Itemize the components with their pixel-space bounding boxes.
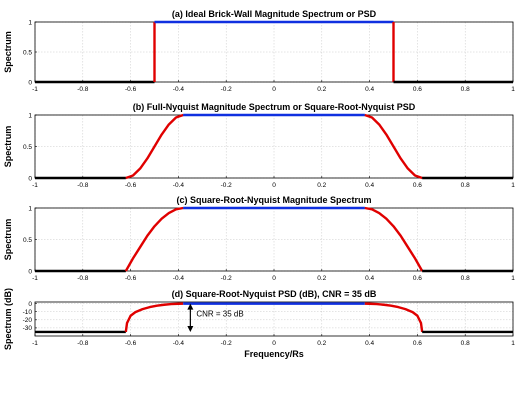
y-tick-label: 0.5: [23, 237, 32, 244]
series-line-2: [124, 206, 184, 272]
y-tick-label: 1: [28, 205, 32, 212]
x-tick-label: -0.6: [125, 340, 137, 347]
x-tick-label: 1: [511, 275, 515, 282]
series-line-4: [364, 206, 424, 272]
x-tick-label: 0.6: [413, 86, 422, 93]
series-line-4: [364, 302, 424, 333]
y-tick-label: 0.5: [23, 49, 32, 56]
y-tick-label: 0: [28, 268, 32, 275]
x-tick-label: 0: [272, 86, 276, 93]
x-tick-label: -0.4: [173, 86, 185, 93]
x-tick-label: -0.2: [221, 86, 233, 93]
series-line-4: [364, 113, 423, 180]
x-tick-label: -0.4: [173, 182, 185, 189]
x-tick-label: 0.8: [461, 340, 470, 347]
x-tick-label: 1: [511, 340, 515, 347]
x-tick-label: 0.4: [365, 86, 374, 93]
x-tick-label: 0.8: [461, 182, 470, 189]
x-tick-label: 0.6: [413, 275, 422, 282]
y-tick-label: 0: [28, 175, 32, 182]
panel-1: -1 -0.8 -0.6 -0.4 -0.2 0 0.2 0.4 0.6 0.8 1 0 0.5 1 (a)…: [3, 9, 515, 93]
x-tick-label: 0.2: [317, 340, 326, 347]
x-tick-label: 0: [272, 340, 276, 347]
x-tick-label: 0: [272, 275, 276, 282]
x-tick-label: 1: [511, 86, 515, 93]
x-axis-label: Frequency/Rs: [244, 349, 304, 359]
y-axis-label: Spectrum: [3, 31, 13, 73]
panel-4: -1 -0.8 -0.6 -0.4 -0.2 0 0.2 0.4 0.6 0.8 10-10-20-…: [3, 288, 515, 359]
x-tick-label: 0.4: [365, 340, 374, 347]
x-tick-label: -0.8: [77, 340, 89, 347]
x-tick-label: -0.6: [125, 275, 137, 282]
x-tick-label: -0.8: [77, 275, 89, 282]
y-axis-label: Spectrum: [3, 126, 13, 168]
panel-title: (a) Ideal Brick-Wall Magnitude Spectrum …: [172, 9, 377, 19]
x-tick-label: 1: [511, 182, 515, 189]
x-tick-label: 0.6: [413, 340, 422, 347]
x-tick-label: 0.2: [317, 86, 326, 93]
y-tick-label: 0.5: [23, 144, 32, 151]
x-tick-label: -0.8: [77, 182, 89, 189]
series-line-2: [125, 113, 184, 180]
panel-title: (b) Full-Nyquist Magnitude Spectrum or S…: [133, 102, 416, 112]
y-tick-label: 1: [28, 19, 32, 26]
panel-title: (d) Square-Root-Nyquist PSD (dB), CNR = …: [172, 289, 377, 299]
x-tick-label: 0.4: [365, 182, 374, 189]
x-tick-label: 0.6: [413, 182, 422, 189]
x-tick-label: -0.6: [125, 86, 137, 93]
y-axis-label: Spectrum (dB): [3, 288, 13, 350]
x-tick-label: 0.2: [317, 182, 326, 189]
y-tick-label: 0: [28, 79, 32, 86]
panel-title: (c) Square-Root-Nyquist Magnitude Spectr…: [176, 195, 371, 205]
x-tick-label: 0.8: [461, 86, 470, 93]
x-tick-label: -1: [32, 182, 38, 189]
x-tick-label: -0.4: [173, 275, 185, 282]
x-tick-label: -0.2: [221, 275, 233, 282]
series-line-2: [124, 302, 184, 333]
y-tick-label: 1: [28, 112, 32, 119]
plot-frame: [34, 301, 514, 337]
cnr-arrow-head-up: [187, 303, 194, 310]
x-tick-label: -0.2: [221, 340, 233, 347]
x-tick-label: -1: [32, 275, 38, 282]
x-tick-label: 0.2: [317, 275, 326, 282]
x-tick-label: -0.2: [221, 182, 233, 189]
x-tick-label: -0.6: [125, 182, 137, 189]
panel-3: -1 -0.8 -0.6 -0.4 -0.2 0 0.2 0.4 0.6 0.8 1 0 0.5 1 (c)…: [3, 195, 515, 282]
cnr-arrow-head-down: [187, 325, 194, 332]
cnr-annotation: CNR = 35 dB: [196, 309, 243, 318]
x-tick-label: -1: [32, 340, 38, 347]
y-tick-label: -20: [23, 317, 33, 324]
x-tick-label: -0.4: [173, 340, 185, 347]
x-tick-label: -1: [32, 86, 38, 93]
x-tick-label: 0.4: [365, 275, 374, 282]
y-tick-label: 0: [28, 301, 32, 308]
y-tick-label: -10: [23, 309, 33, 316]
panel-2: -1 -0.8 -0.6 -0.4 -0.2 0 0.2 0.4 0.6 0.8 1 0 0.5 1 (b)…: [3, 102, 515, 189]
x-tick-label: -0.8: [77, 86, 89, 93]
y-tick-label: -30: [23, 325, 33, 332]
x-tick-label: 0: [272, 182, 276, 189]
x-tick-label: 0.8: [461, 275, 470, 282]
y-axis-label: Spectrum: [3, 219, 13, 261]
